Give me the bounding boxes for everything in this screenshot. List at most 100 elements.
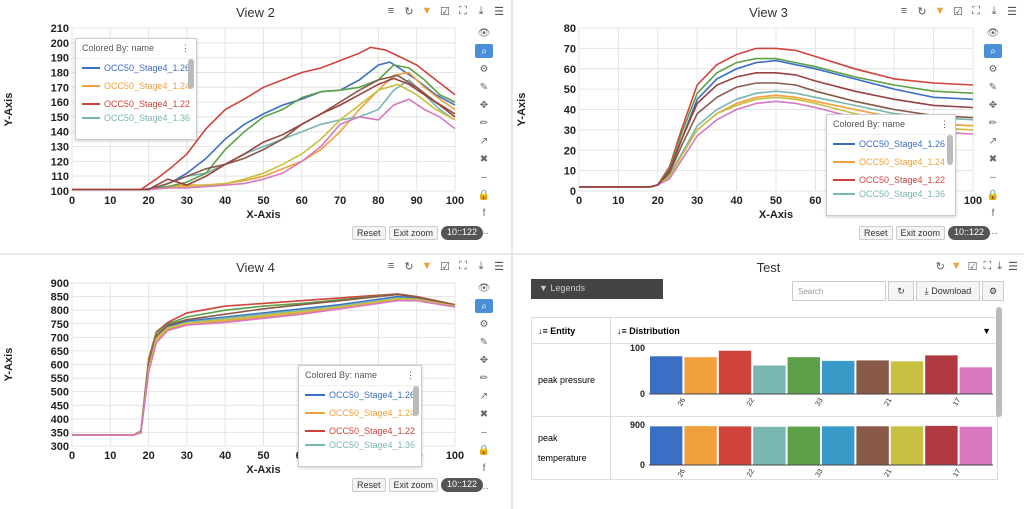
download-icon[interactable]: ⤓ bbox=[991, 4, 997, 17]
kebab-icon[interactable]: ⋮ bbox=[406, 370, 415, 380]
bar[interactable] bbox=[684, 357, 717, 394]
bar[interactable] bbox=[959, 426, 992, 465]
reset-zoom-button[interactable]: Reset bbox=[859, 226, 893, 240]
legend-scrollbar[interactable] bbox=[413, 386, 419, 416]
arrow-icon[interactable]: ↗ bbox=[479, 390, 489, 402]
pencil-icon[interactable]: ✏ bbox=[479, 372, 489, 384]
more-icon[interactable]: … bbox=[988, 225, 998, 237]
lock-icon[interactable]: 🔒 bbox=[477, 189, 491, 201]
checkbox-icon[interactable]: ☑ bbox=[967, 261, 978, 273]
legend-popup[interactable]: Colored By: name ⋮ OCC50_Stage4_1.26 OCC5… bbox=[826, 114, 956, 216]
legend-scrollbar[interactable] bbox=[188, 59, 194, 89]
function-icon[interactable]: f bbox=[482, 207, 486, 219]
sliders-icon[interactable]: ≡ bbox=[387, 5, 395, 17]
reset-zoom-button[interactable]: Reset bbox=[352, 226, 386, 240]
bar-chart-temperature[interactable]: 0 900 26 22 33 21 17 bbox=[617, 417, 997, 478]
legend-item[interactable]: OCC50_Stage4_1.26 bbox=[827, 135, 955, 153]
zoom-icon[interactable]: ⌕ bbox=[475, 299, 493, 313]
bar[interactable] bbox=[890, 361, 924, 394]
refresh-icon[interactable]: ↻ bbox=[404, 260, 414, 273]
arrow-icon[interactable]: ↗ bbox=[479, 135, 489, 147]
legend-item[interactable]: OCC50_Stage4_1.26 bbox=[76, 59, 196, 77]
bar[interactable] bbox=[753, 426, 786, 465]
lock-icon[interactable]: 🔒 bbox=[477, 444, 491, 456]
kebab-icon[interactable]: ⋮ bbox=[181, 43, 190, 53]
legend-item[interactable]: OCC50_Stage4_1.24 bbox=[299, 404, 421, 422]
bar[interactable] bbox=[650, 356, 683, 394]
bar-chart-pressure[interactable]: 0 100 26 22 33 21 17 bbox=[617, 343, 997, 414]
move-icon[interactable]: ✥ bbox=[479, 354, 489, 366]
menu-icon[interactable]: ☰ bbox=[1008, 261, 1018, 273]
function-icon[interactable]: f bbox=[482, 462, 486, 474]
gear-icon[interactable]: ⚙ bbox=[479, 63, 489, 75]
fullscreen-icon[interactable]: ⛶ bbox=[459, 4, 467, 17]
refresh-icon[interactable]: ↻ bbox=[935, 261, 945, 273]
fullscreen-icon[interactable]: ⛶ bbox=[983, 260, 992, 272]
exit-zoom-button[interactable]: Exit zoom bbox=[895, 226, 946, 240]
exit-zoom-button[interactable]: Exit zoom bbox=[388, 226, 439, 240]
bar[interactable] bbox=[650, 426, 683, 465]
checkbox-icon[interactable]: ☑ bbox=[953, 5, 963, 18]
bar[interactable] bbox=[787, 426, 820, 465]
eye-icon[interactable]: 👁 bbox=[986, 27, 1000, 39]
refresh-button[interactable]: ↻ bbox=[888, 281, 914, 301]
series-line[interactable] bbox=[72, 74, 456, 191]
brush-icon[interactable]: ✎ bbox=[479, 336, 489, 348]
legend-popup[interactable]: Colored By: name ⋮ OCC50_Stage4_1.26 OCC5… bbox=[298, 365, 422, 467]
legend-item[interactable]: OCC50_Stage4_1.22 bbox=[76, 95, 196, 113]
reset-zoom-button[interactable]: Reset bbox=[352, 478, 386, 492]
refresh-icon[interactable]: ↻ bbox=[404, 5, 414, 18]
more-icon[interactable]: … bbox=[479, 480, 489, 492]
bar[interactable] bbox=[925, 355, 958, 394]
kebab-icon[interactable]: ⋮ bbox=[940, 119, 949, 129]
eye-icon[interactable]: 👁 bbox=[477, 27, 491, 39]
exit-zoom-button[interactable]: Exit zoom bbox=[388, 478, 439, 492]
bar[interactable] bbox=[959, 367, 992, 394]
sliders-icon[interactable]: ≡ bbox=[900, 5, 908, 17]
checkbox-icon[interactable]: ☑ bbox=[440, 260, 450, 273]
bar[interactable] bbox=[718, 426, 752, 465]
bar[interactable] bbox=[856, 360, 889, 394]
function-icon[interactable]: f bbox=[991, 207, 995, 219]
legend-popup[interactable]: Colored By: name ⋮ OCC50_Stage4_1.26 OCC5… bbox=[75, 38, 197, 140]
filter-icon[interactable]: ▼ bbox=[421, 5, 433, 17]
eye-icon[interactable]: 👁 bbox=[477, 282, 491, 294]
menu-icon[interactable]: ☰ bbox=[494, 5, 504, 18]
filter-icon[interactable]: ▼ bbox=[421, 260, 433, 272]
sliders-icon[interactable]: ≡ bbox=[387, 260, 395, 272]
series-line[interactable] bbox=[579, 72, 974, 188]
series-line[interactable] bbox=[72, 83, 456, 191]
lock-icon[interactable]: 🔒 bbox=[986, 189, 1000, 201]
fullscreen-icon[interactable]: ⛶ bbox=[972, 4, 980, 17]
pencil-icon[interactable]: ✏ bbox=[479, 117, 489, 129]
bar[interactable] bbox=[753, 365, 786, 394]
bar[interactable] bbox=[684, 426, 717, 465]
pencil-icon[interactable]: ✏ bbox=[988, 117, 998, 129]
download-button[interactable]: ⤓ Download bbox=[916, 281, 980, 301]
arrow-icon[interactable]: ↗ bbox=[988, 135, 998, 147]
more-icon[interactable]: … bbox=[479, 225, 489, 237]
bar[interactable] bbox=[890, 426, 924, 465]
legend-item[interactable]: OCC50_Stage4_1.26 bbox=[299, 386, 421, 404]
search-input[interactable]: Search bbox=[792, 281, 886, 301]
menu-icon[interactable]: ☰ bbox=[1007, 5, 1017, 18]
checkbox-icon[interactable]: ☑ bbox=[440, 5, 450, 18]
fullscreen-icon[interactable]: ⛶ bbox=[459, 259, 467, 272]
refresh-icon[interactable]: ↻ bbox=[917, 5, 927, 18]
series-line[interactable] bbox=[72, 77, 456, 191]
legend-item[interactable]: OCC50_Stage4_1.24 bbox=[827, 153, 955, 171]
legend-item[interactable]: OCC50_Stage4_1.36 bbox=[76, 113, 196, 123]
filter-icon[interactable]: ▼ bbox=[950, 260, 962, 272]
bar[interactable] bbox=[718, 350, 752, 394]
bar[interactable] bbox=[787, 357, 820, 394]
move-icon[interactable]: ✥ bbox=[988, 99, 998, 111]
settings-button[interactable]: ⚙ bbox=[982, 281, 1004, 301]
legend-item[interactable]: OCC50_Stage4_1.22 bbox=[827, 171, 955, 189]
col-entity[interactable]: ↓≡ Entity bbox=[531, 317, 611, 344]
filter-icon[interactable]: ▼ bbox=[934, 5, 946, 17]
series-line[interactable] bbox=[72, 98, 456, 191]
legend-item[interactable]: OCC50_Stage4_1.24 bbox=[76, 77, 196, 95]
series-line[interactable] bbox=[72, 64, 456, 191]
download-icon[interactable]: ⤓ bbox=[478, 259, 484, 272]
download-icon[interactable]: ⤓ bbox=[997, 260, 1003, 272]
